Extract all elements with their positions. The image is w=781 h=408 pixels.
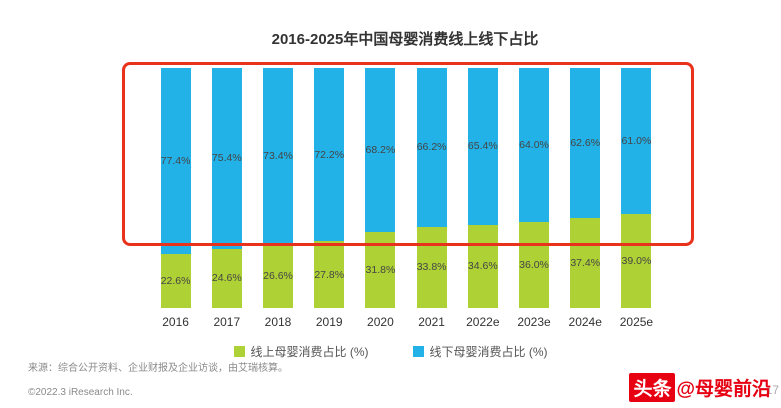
- stacked-bar: 75.4% 24.6%: [211, 68, 242, 308]
- legend-swatch-icon: [412, 346, 424, 357]
- stacked-bar: 65.4% 34.6%: [467, 68, 498, 308]
- bar-segment-online: 22.6%: [160, 253, 191, 308]
- bar-column: 66.2% 33.8% 2021: [406, 68, 457, 329]
- chart-legend: 线上母婴消费占比 (%) 线下母婴消费占比 (%): [0, 343, 781, 360]
- bar-segment-online: 27.8%: [314, 241, 345, 308]
- bar-segment-online: 39.0%: [621, 214, 652, 308]
- bar-segment-offline: 66.2%: [416, 68, 447, 227]
- bar-column: 64.0% 36.0% 2023e: [508, 68, 559, 329]
- bar-column: 68.2% 31.8% 2020: [355, 68, 406, 329]
- source-note: 来源：综合公开资料、企业财报及企业访谈，由艾瑞核算。: [28, 363, 288, 374]
- bar-segment-online: 33.8%: [416, 226, 447, 308]
- bar-column: 75.4% 24.6% 2017: [201, 68, 252, 329]
- bar-segment-offline: 75.4%: [211, 68, 242, 249]
- bar-segment-online: 36.0%: [519, 221, 550, 308]
- page-number: 17: [765, 383, 779, 397]
- bar-column: 73.4% 26.6% 2018: [252, 68, 303, 329]
- bar-segment-offline: 77.4%: [160, 68, 191, 254]
- x-axis-label: 2025e: [619, 315, 654, 329]
- bar-segment-offline: 61.0%: [621, 68, 652, 215]
- bar-segment-offline: 64.0%: [519, 68, 550, 222]
- bar-segment-online: 26.6%: [263, 244, 293, 308]
- bar-segment-online: 24.6%: [211, 248, 242, 308]
- x-axis-label: 2024e: [568, 315, 602, 329]
- stacked-bar: 64.0% 36.0%: [519, 68, 550, 308]
- bar-segment-online: 37.4%: [570, 218, 601, 308]
- stacked-bar: 72.2% 27.8%: [314, 68, 345, 308]
- x-axis-label: 2016: [162, 315, 189, 329]
- bar-chart: 77.4% 22.6% 2016 75.4% 24.6% 2017 73.4% 26.6% 20…: [150, 68, 662, 329]
- stacked-bar: 61.0% 39.0%: [621, 68, 652, 308]
- stacked-bar: 66.2% 33.8%: [416, 68, 447, 308]
- x-axis-label: 2021: [418, 315, 445, 329]
- stacked-bar: 68.2% 31.8%: [365, 68, 396, 308]
- watermark-text: @母婴前沿: [676, 379, 771, 400]
- chart-title: 2016-2025年中国母婴消费线上线下占比: [271, 31, 539, 48]
- bar-segment-offline: 72.2%: [314, 68, 345, 242]
- stacked-bar: 73.4% 26.6%: [263, 68, 293, 308]
- copyright-note: ©2022.3 iResearch Inc.: [28, 387, 133, 398]
- bar-segment-offline: 65.4%: [467, 68, 498, 225]
- bar-segment-offline: 68.2%: [365, 68, 396, 232]
- x-axis-label: 2017: [213, 315, 241, 329]
- stacked-bar: 77.4% 22.6%: [160, 68, 191, 308]
- bar-segment-online: 31.8%: [365, 231, 396, 308]
- legend-swatch-icon: [233, 346, 245, 357]
- legend-item: 线下母婴消费占比 (%): [412, 343, 548, 360]
- bar-column: 62.6% 37.4% 2024e: [560, 68, 611, 329]
- bar-segment-online: 34.6%: [467, 224, 498, 308]
- bar-column: 61.0% 39.0% 2025e: [611, 68, 662, 329]
- watermark-badge: 头条: [629, 373, 676, 402]
- stacked-bar: 62.6% 37.4%: [570, 68, 601, 308]
- x-axis-label: 2018: [264, 315, 292, 329]
- x-axis-label: 2020: [367, 315, 394, 329]
- watermark: 头条 @母婴前沿: [629, 373, 771, 402]
- bar-column: 72.2% 27.8% 2019: [304, 68, 355, 329]
- bar-segment-offline: 62.6%: [570, 68, 601, 219]
- legend-label: 线下母婴消费占比 (%): [429, 345, 548, 359]
- x-axis-label: 2019: [315, 315, 343, 329]
- bar-segment-offline: 73.4%: [263, 68, 293, 245]
- legend-item: 线上母婴消费占比 (%): [233, 343, 369, 360]
- bar-column: 77.4% 22.6% 2016: [150, 68, 201, 329]
- x-axis-label: 2022e: [466, 315, 500, 329]
- x-axis-label: 2023e: [517, 315, 551, 329]
- legend-label: 线上母婴消费占比 (%): [250, 345, 369, 359]
- bar-column: 65.4% 34.6% 2022e: [457, 68, 508, 329]
